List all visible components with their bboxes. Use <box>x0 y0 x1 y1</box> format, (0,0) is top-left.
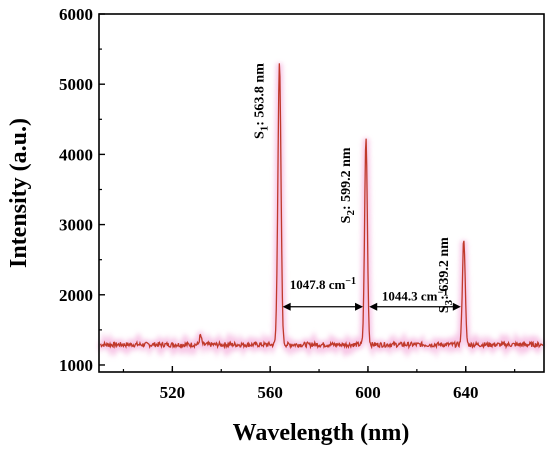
y-tick-label: 4000 <box>59 145 93 164</box>
y-tick-label: 6000 <box>59 5 93 24</box>
x-tick-label: 520 <box>160 383 186 402</box>
spacing-label-2: 1044.3 cm−1 <box>382 287 448 303</box>
y-tick-label: 3000 <box>59 216 93 235</box>
spectrum-line <box>99 63 544 350</box>
y-tick-label: 5000 <box>59 75 93 94</box>
peak-label-3: S3: 639.2 nm <box>437 237 455 313</box>
spacing-label-1: 1047.8 cm−1 <box>290 276 356 292</box>
y-axis-title: Intensity (a.u.) <box>6 118 32 268</box>
x-tick-label: 640 <box>453 383 479 402</box>
y-tick-label: 2000 <box>59 286 93 305</box>
arrow-head-left <box>369 302 378 311</box>
peak-label-1: S1: 563.8 nm <box>252 63 270 139</box>
x-tick-label: 560 <box>257 383 283 402</box>
x-tick-label: 600 <box>355 383 381 402</box>
arrow-head-left <box>282 302 291 311</box>
peak-label-2: S2: 599.2 nm <box>339 147 357 223</box>
arrow-head-right <box>355 302 364 311</box>
y-tick-label: 1000 <box>59 356 93 375</box>
plot-frame <box>98 13 545 373</box>
arrow-head-right <box>452 302 461 311</box>
spectrum-glow <box>97 63 546 359</box>
x-axis-title: Wavelength (nm) <box>233 420 410 446</box>
